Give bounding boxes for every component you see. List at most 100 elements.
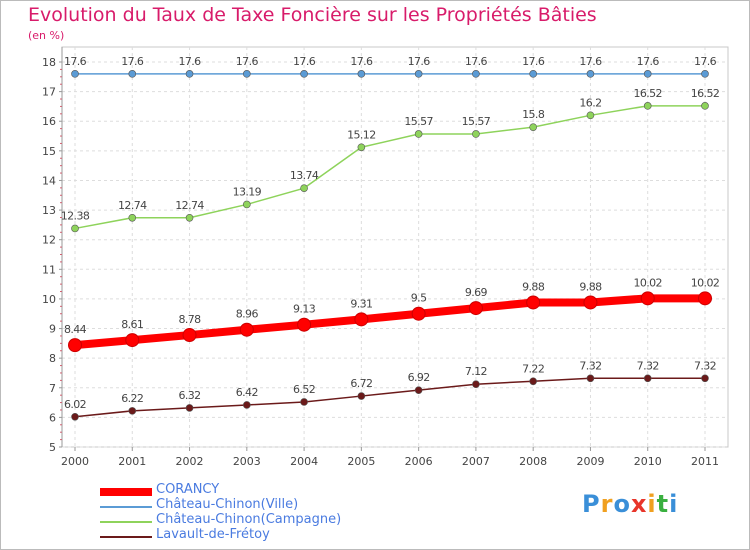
data-label: 9.31 bbox=[350, 297, 372, 310]
y-tick-label: 5 bbox=[49, 441, 56, 454]
series-line-2 bbox=[74, 105, 706, 230]
data-point bbox=[701, 70, 709, 78]
y-tick-label: 12 bbox=[42, 234, 56, 247]
data-point bbox=[185, 213, 194, 222]
data-label: 6.32 bbox=[178, 389, 200, 402]
x-tick-label: 2006 bbox=[405, 455, 433, 468]
legend-label-chateau-chinon-ville: Château-Chinon(Ville) bbox=[156, 497, 299, 512]
y-axis-unit-label: (en %) bbox=[28, 29, 65, 42]
data-point bbox=[586, 70, 595, 78]
data-label: 17.6 bbox=[293, 55, 316, 68]
data-label: 7.12 bbox=[465, 365, 487, 378]
data-point bbox=[583, 295, 598, 310]
data-label: 6.72 bbox=[350, 377, 372, 390]
y-tick-label: 7 bbox=[49, 382, 56, 395]
x-tick-label: 2010 bbox=[634, 455, 662, 468]
data-label: 8.96 bbox=[236, 308, 259, 321]
y-tick-label: 10 bbox=[42, 293, 56, 306]
data-label: 12.74 bbox=[118, 199, 147, 212]
data-label: 17.6 bbox=[64, 55, 87, 68]
data-label: 16.2 bbox=[579, 96, 601, 109]
data-point bbox=[357, 392, 366, 400]
data-point bbox=[71, 412, 79, 421]
data-point bbox=[357, 70, 366, 78]
data-point bbox=[71, 224, 79, 233]
data-label: 8.44 bbox=[64, 323, 87, 336]
data-point bbox=[414, 70, 423, 78]
data-label: 17.6 bbox=[236, 55, 259, 68]
data-label: 15.57 bbox=[404, 115, 433, 128]
data-label: 8.61 bbox=[121, 318, 143, 331]
x-tick-label: 2005 bbox=[347, 455, 375, 468]
data-label: 6.92 bbox=[408, 371, 430, 384]
data-label: 9.5 bbox=[411, 292, 427, 305]
data-point bbox=[239, 322, 254, 337]
data-point bbox=[529, 377, 537, 386]
x-tick-label: 2009 bbox=[576, 455, 604, 468]
legend-swatch-corancy bbox=[100, 487, 152, 496]
line-chart: 5 6 7 8 9 10 11 12 13 14 15 16 17 18 2000 2001 2002 2003 2… bbox=[42, 46, 729, 468]
data-point bbox=[640, 291, 655, 306]
x-tick-label: 2000 bbox=[61, 455, 89, 468]
data-label: 9.69 bbox=[465, 286, 488, 299]
data-label: 13.19 bbox=[233, 185, 262, 198]
data-label: 9.13 bbox=[293, 303, 316, 316]
data-point bbox=[128, 70, 137, 78]
legend-swatch-chateau-chinon-campagne bbox=[100, 520, 152, 523]
y-tick-label: 14 bbox=[42, 174, 56, 187]
data-point bbox=[357, 143, 366, 152]
logo-letter: i bbox=[647, 490, 657, 518]
data-label: 17.6 bbox=[579, 55, 602, 68]
data-point bbox=[185, 404, 194, 412]
x-tick-label: 2008 bbox=[519, 455, 547, 468]
data-label: 15.57 bbox=[462, 115, 491, 128]
y-tick-label: 17 bbox=[42, 86, 56, 99]
data-point bbox=[586, 111, 595, 120]
data-label: 6.22 bbox=[121, 392, 143, 405]
data-point bbox=[182, 328, 197, 343]
data-label: 16.52 bbox=[633, 87, 662, 100]
data-label: 17.6 bbox=[408, 55, 431, 68]
data-point bbox=[243, 401, 251, 409]
data-label: 12.74 bbox=[175, 199, 204, 212]
data-label: 7.32 bbox=[694, 359, 716, 372]
data-point bbox=[128, 213, 137, 222]
data-point bbox=[185, 70, 194, 78]
data-point bbox=[643, 70, 652, 78]
data-point bbox=[300, 184, 308, 192]
proxiti-logo: Proxiti bbox=[582, 490, 678, 518]
logo-letter: t bbox=[656, 490, 670, 518]
data-point bbox=[643, 374, 652, 383]
data-point bbox=[354, 312, 369, 327]
data-point bbox=[68, 338, 82, 353]
data-label: 12.38 bbox=[61, 209, 90, 222]
data-label: 17.6 bbox=[694, 55, 717, 68]
data-point bbox=[411, 306, 426, 321]
data-point bbox=[698, 291, 712, 306]
data-label: 16.52 bbox=[691, 87, 720, 100]
series-line-0 bbox=[71, 294, 709, 350]
data-point bbox=[243, 200, 251, 209]
data-label: 17.6 bbox=[522, 55, 545, 68]
data-point bbox=[300, 398, 308, 406]
chart-title: Evolution du Taux de Taxe Foncière sur l… bbox=[28, 4, 597, 26]
data-point bbox=[128, 407, 137, 415]
logo-letter: o bbox=[613, 490, 631, 518]
x-tick-label: 2003 bbox=[233, 455, 261, 468]
data-point bbox=[586, 374, 595, 383]
logo-letter: i bbox=[669, 490, 679, 518]
data-label: 15.8 bbox=[522, 108, 545, 121]
data-point bbox=[701, 374, 709, 383]
plot-area bbox=[61, 46, 729, 448]
data-label: 6.42 bbox=[236, 386, 258, 399]
logo-letter: r bbox=[600, 490, 614, 518]
data-point bbox=[125, 333, 140, 348]
y-tick-label: 9 bbox=[49, 323, 56, 336]
legend-label-lavault-de-fretoy: Lavault-de-Frétoy bbox=[156, 527, 270, 542]
y-tick-label: 6 bbox=[49, 411, 56, 424]
logo-letter: P bbox=[582, 490, 601, 518]
data-point bbox=[468, 301, 483, 316]
data-label: 7.22 bbox=[522, 362, 544, 375]
data-point bbox=[297, 317, 312, 332]
data-point bbox=[300, 70, 308, 78]
